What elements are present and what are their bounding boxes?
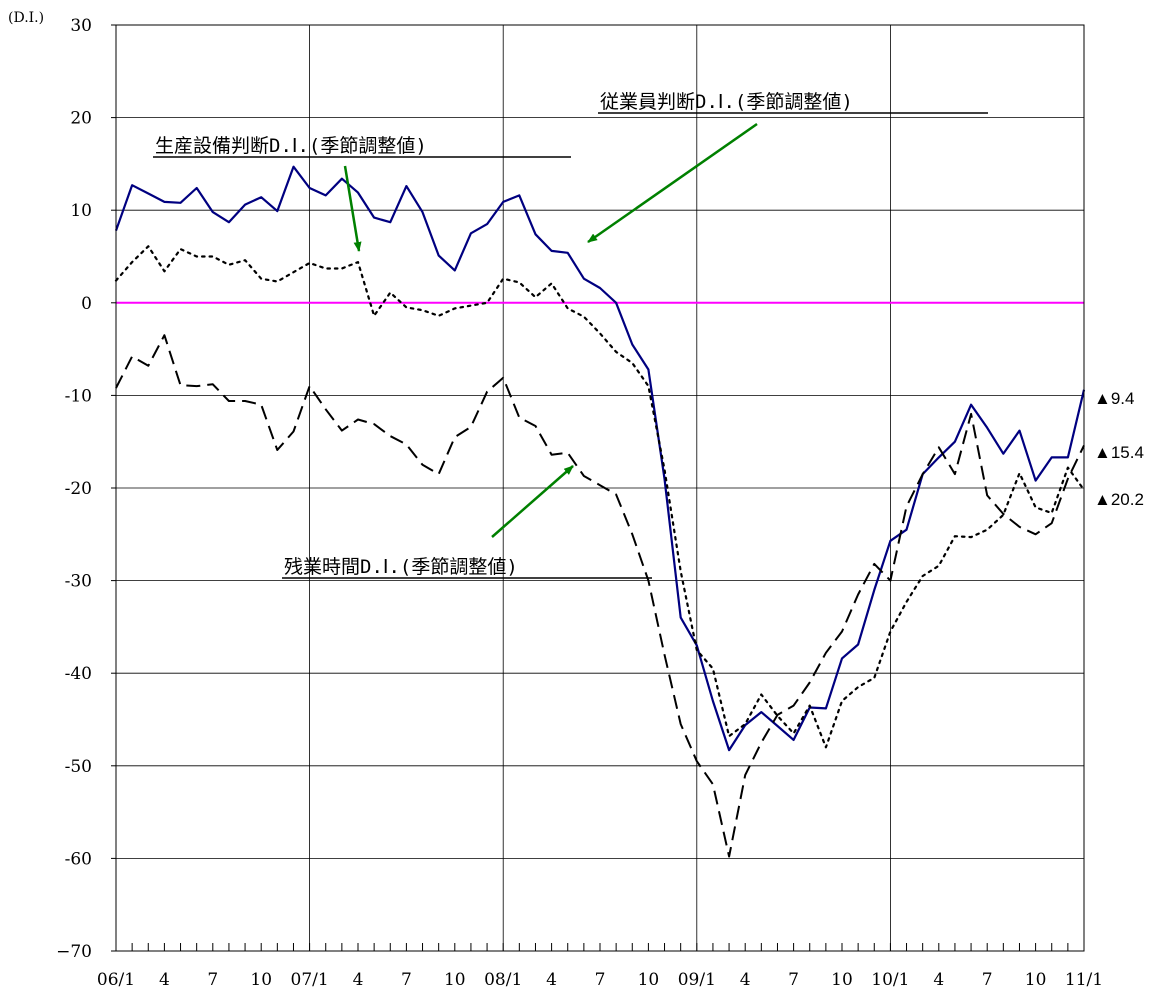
end-label-equipment: ▲20.2 — [1094, 490, 1144, 509]
y-tick-label-0: 30 — [70, 16, 92, 36]
x-axis: 06/1 4 7 10 07/1 4 7 10 08/1 4 7 10 09/1 4 7 10 10/1 4 7 10… — [97, 943, 1103, 990]
y-axis: 30 20 10 0 -10 -20 -30 -40 -50 -60 −70 — [56, 16, 116, 962]
x-tick-label-16: 10/1 — [871, 970, 909, 990]
x-tick-label-10: 7 — [595, 970, 606, 990]
series-line-0 — [116, 167, 1084, 750]
x-tick-label-4: 07/1 — [291, 970, 329, 990]
y-tick-label-8: -50 — [65, 757, 92, 777]
x-tick-label-20: 11/1 — [1065, 970, 1103, 990]
annotation-overtime-text: 残業時間D.Ⅰ.(季節調整値) — [284, 556, 518, 578]
unit-label: (D.I.) — [8, 10, 44, 26]
end-label-employee: ▲9.4 — [1094, 389, 1134, 408]
annotation-equipment: 生産設備判断D.Ⅰ.(季節調整値) — [153, 135, 571, 251]
y-tick-label-10: −70 — [56, 942, 92, 962]
y-tick-label-6: -30 — [65, 572, 92, 592]
annotation-employee: 従業員判断D.Ⅰ.(季節調整値) — [588, 91, 988, 242]
x-tick-label-1: 4 — [159, 970, 170, 990]
y-tick-label-2: 10 — [70, 201, 92, 221]
series-line-1 — [116, 246, 1084, 747]
x-tick-label-17: 4 — [933, 970, 944, 990]
x-tick-label-5: 4 — [353, 970, 364, 990]
annotation-equipment-arrow — [345, 166, 359, 251]
x-tick-label-6: 7 — [401, 970, 412, 990]
y-tick-label-9: -60 — [65, 849, 92, 869]
y-tick-label-1: 20 — [70, 109, 92, 129]
x-tick-label-18: 7 — [982, 970, 993, 990]
y-tick-label-5: -20 — [65, 479, 92, 499]
x-tick-label-19: 10 — [1025, 970, 1047, 990]
annotation-equipment-text: 生産設備判断D.Ⅰ.(季節調整値) — [155, 135, 427, 157]
annotation-overtime-arrow — [492, 466, 573, 537]
annotation-overtime: 残業時間D.Ⅰ.(季節調整値) — [282, 466, 652, 578]
y-tick-label-7: -40 — [65, 664, 92, 684]
x-tick-label-8: 08/1 — [484, 970, 522, 990]
x-tick-label-11: 10 — [638, 970, 660, 990]
gridlines — [116, 25, 1084, 951]
annotation-employee-arrow — [588, 124, 757, 242]
x-tick-label-0: 06/1 — [97, 970, 135, 990]
y-tick-label-3: 0 — [81, 294, 92, 314]
x-tick-label-15: 10 — [831, 970, 853, 990]
x-tick-label-7: 10 — [444, 970, 466, 990]
end-label-overtime: ▲15.4 — [1094, 443, 1144, 462]
x-tick-label-9: 4 — [546, 970, 557, 990]
series-layer — [116, 167, 1084, 857]
y-tick-label-4: -10 — [65, 386, 92, 406]
x-tick-label-12: 09/1 — [678, 970, 716, 990]
x-tick-label-13: 4 — [740, 970, 751, 990]
series-line-2 — [116, 335, 1084, 856]
x-tick-label-14: 7 — [788, 970, 799, 990]
annotation-employee-text: 従業員判断D.Ⅰ.(季節調整値) — [600, 91, 853, 113]
x-tick-label-3: 10 — [250, 970, 272, 990]
x-tick-label-2: 7 — [207, 970, 218, 990]
